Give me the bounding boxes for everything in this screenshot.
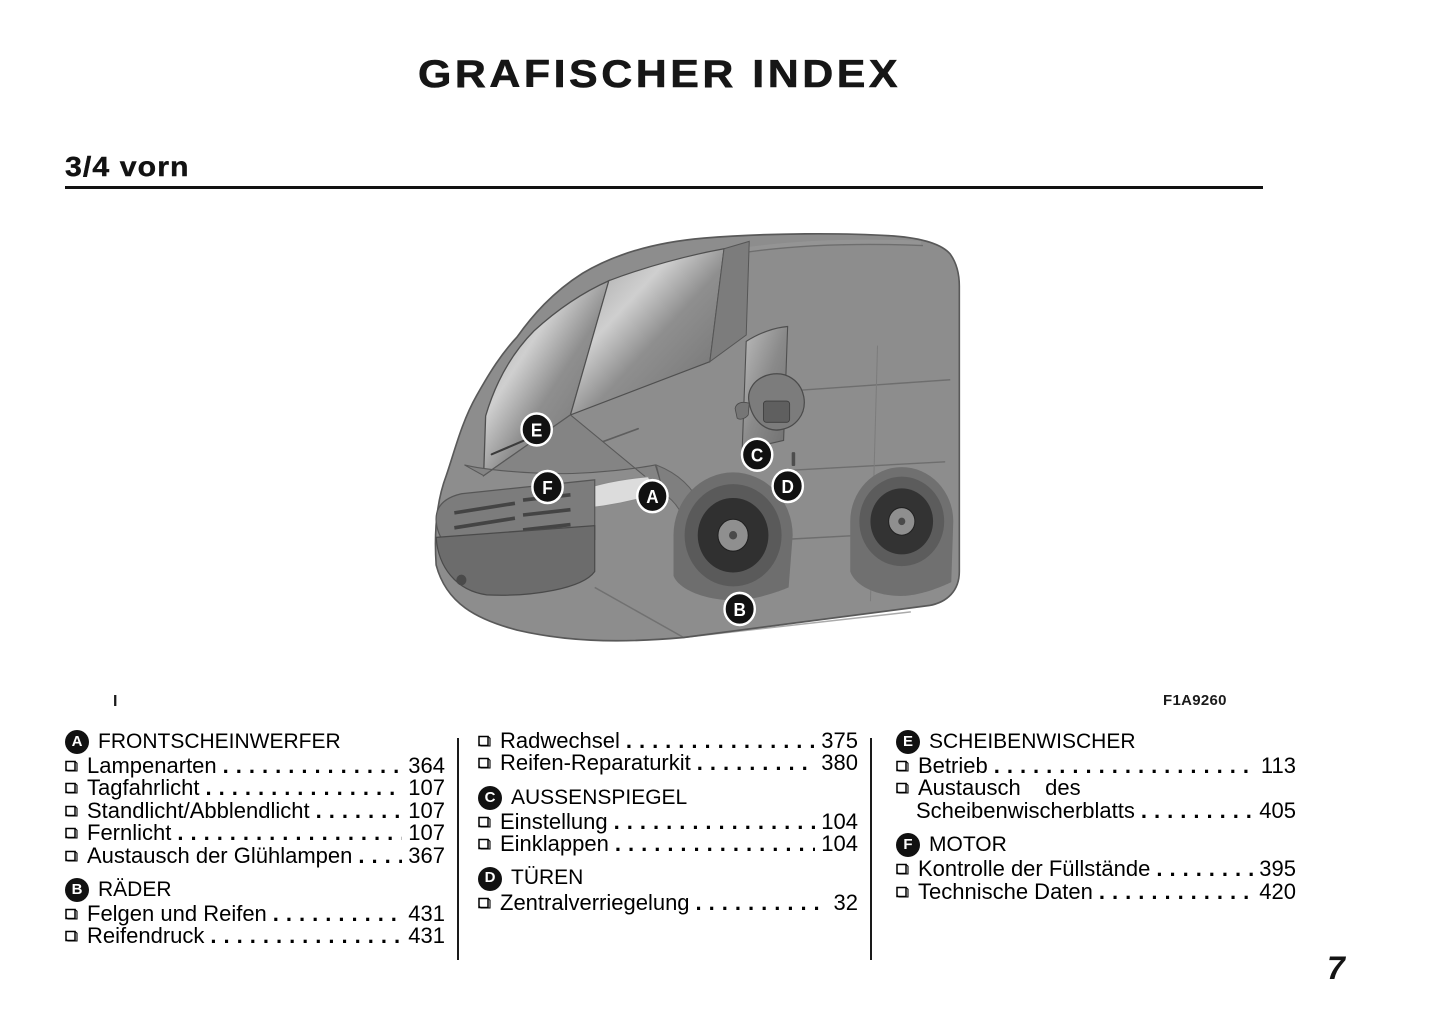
svg-text:E: E <box>531 420 543 441</box>
svg-text:A: A <box>646 487 659 508</box>
svg-text:C: C <box>751 445 764 466</box>
svg-text:B: B <box>733 599 745 620</box>
svg-text:D: D <box>782 477 794 498</box>
svg-text:F: F <box>542 477 553 498</box>
